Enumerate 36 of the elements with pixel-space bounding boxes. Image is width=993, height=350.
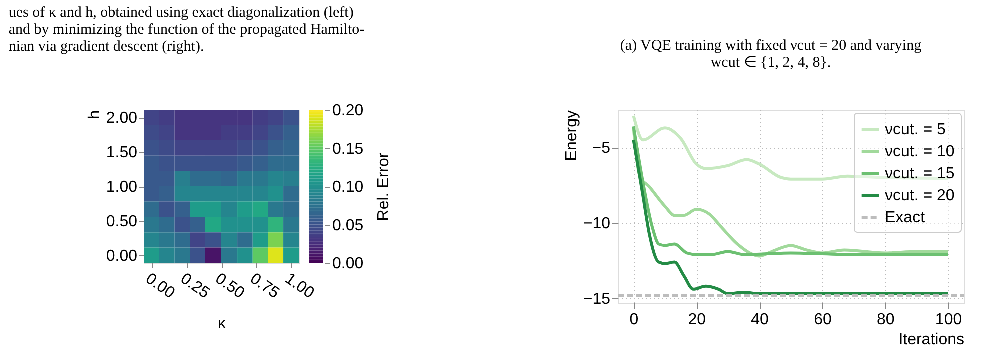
y-tick-label: 1.50 — [106, 144, 138, 162]
x-tick-label: 60 — [814, 312, 832, 328]
legend-label: Exact — [885, 210, 926, 226]
x-tick-label: 1.00 — [282, 270, 318, 302]
y-tick-label: 0.00 — [106, 248, 138, 265]
color-bar-label: 0.20 — [332, 102, 364, 120]
color-bar-label: 0.00 — [332, 256, 364, 272]
color-bar-label: 0.05 — [332, 217, 364, 234]
y-tick-label: 2.00 — [106, 110, 138, 128]
x-axis-title: Iterations — [898, 332, 964, 348]
x-tick-label: 20 — [688, 312, 706, 328]
x-tick-label: 0.50 — [212, 270, 248, 302]
chart-title: (a) VQE training with fixed νcut = 20 and varying wcut ∈ {1, 2, 4, 8}. — [620, 38, 922, 71]
x-tick-label: 0 — [630, 312, 639, 328]
x-tick-label: 100 — [935, 312, 962, 328]
color-bar-title: Rel. Error — [376, 152, 393, 222]
color-bar-label: 0.15 — [332, 140, 364, 158]
legend-label: νcut. = 15 — [885, 166, 955, 182]
legend-label: νcut. = 10 — [885, 144, 955, 160]
y-axis-title: h — [86, 110, 104, 120]
color-bar-label: 0.10 — [332, 179, 364, 196]
y-tick-label: 1.00 — [106, 179, 138, 196]
legend-label: νcut. = 5 — [885, 122, 946, 138]
x-tick-label: 80 — [876, 312, 895, 328]
y-tick-label: −10 — [583, 216, 611, 233]
y-tick-label: −5 — [592, 140, 611, 158]
y-tick-label: −15 — [583, 290, 611, 308]
x-tick-label: 0.00 — [142, 270, 178, 302]
x-tick-label: 0.25 — [177, 270, 213, 302]
y-tick-label: 0.50 — [106, 213, 138, 230]
y-axis-title: Energy — [563, 110, 580, 162]
legend-label: νcut. = 20 — [885, 188, 955, 204]
text: ues of κ and h, obtained using exact diagonalization (left) and by minimizing the function of the propagated Hamilto- nian via gradient descent (right). — [8, 5, 365, 55]
x-tick-label: 40 — [751, 312, 770, 328]
x-axis-title: κ — [218, 315, 227, 332]
x-tick-label: 0.75 — [247, 270, 282, 302]
